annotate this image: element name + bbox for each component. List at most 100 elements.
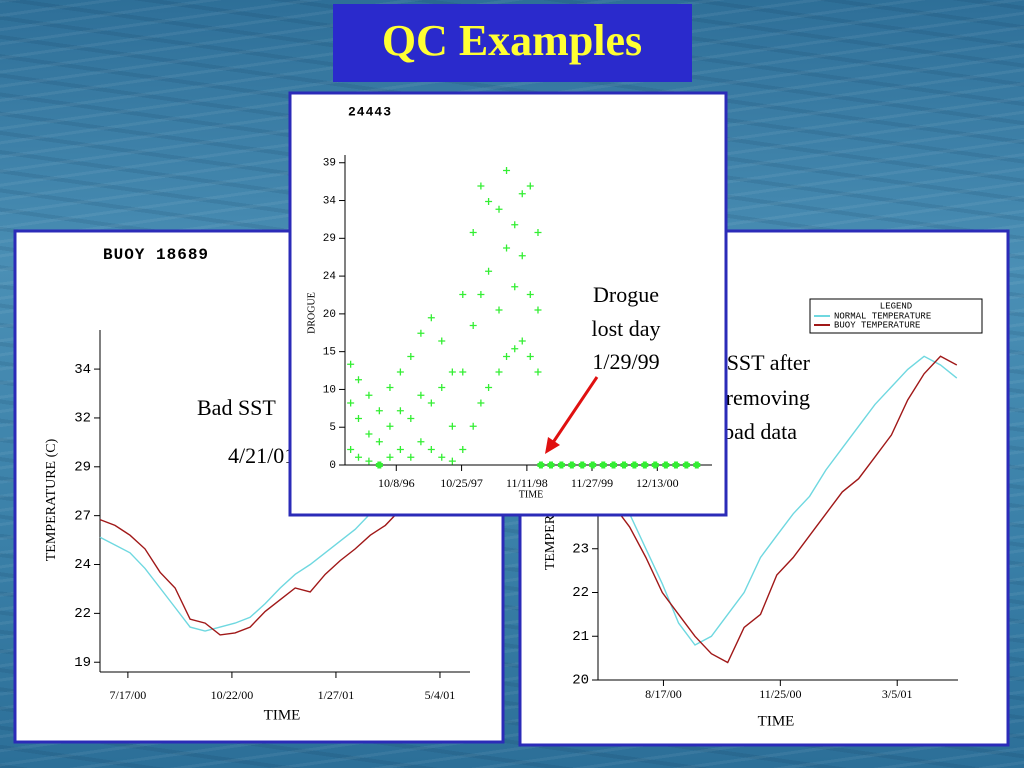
point: [417, 391, 425, 399]
annotation: 4/21/01: [228, 443, 295, 468]
y-tick-label: 22: [572, 585, 589, 601]
point: [375, 461, 383, 469]
y-tick-label: 29: [74, 460, 91, 476]
point: [407, 453, 415, 461]
point: [641, 461, 649, 469]
legend-box: [809, 298, 983, 334]
x-tick-label: 11/11/98: [506, 476, 548, 490]
point: [469, 422, 477, 430]
point: [438, 337, 446, 345]
point: [365, 457, 373, 465]
x-axis-label: TIME: [264, 707, 301, 723]
point: [438, 384, 446, 391]
point: [534, 306, 542, 314]
y-tick-label: 22: [74, 606, 91, 622]
chart-panel: [288, 91, 728, 517]
point: [355, 415, 363, 422]
point: [662, 461, 670, 469]
point: [495, 205, 503, 213]
point: [386, 453, 394, 461]
y-tick-label: 23: [572, 541, 589, 557]
annotation: bad data: [723, 419, 797, 444]
point: [459, 368, 467, 376]
point: [485, 267, 493, 275]
point: [651, 461, 659, 469]
point: [620, 461, 628, 469]
legend-label: NORMAL TEMPERATURE: [834, 311, 931, 321]
y-tick-label: 24: [323, 271, 337, 283]
point: [526, 291, 534, 298]
point: [407, 353, 415, 360]
point: [503, 244, 511, 252]
point: [477, 291, 485, 298]
point: [417, 438, 425, 446]
y-tick-label: 15: [323, 347, 336, 359]
y-tick-label: 29: [323, 233, 336, 245]
point: [347, 446, 355, 453]
point: [682, 461, 690, 469]
arrow-shaft: [550, 376, 599, 445]
point: [599, 461, 607, 469]
chart-title: BUOY 18689: [103, 246, 209, 264]
y-tick-label: 19: [74, 655, 91, 671]
y-tick-label: 34: [74, 362, 91, 378]
series-line: [612, 355, 958, 664]
point: [386, 384, 394, 391]
point: [427, 314, 435, 322]
point: [495, 306, 503, 314]
slide-title: QC Examples: [382, 16, 642, 65]
legend-title: LEGEND: [880, 301, 912, 311]
y-tick-label: 5: [329, 422, 336, 434]
point: [477, 182, 485, 190]
point: [485, 384, 493, 391]
point: [526, 182, 534, 190]
point: [448, 368, 456, 376]
point: [448, 457, 456, 465]
point: [630, 461, 638, 469]
point: [511, 283, 519, 291]
x-tick-label: 11/27/99: [571, 476, 613, 490]
chart-title: 24443: [348, 104, 392, 119]
y-tick-label: 0: [329, 460, 336, 472]
annotation: lost day: [591, 316, 660, 341]
point: [589, 461, 597, 469]
point: [407, 415, 415, 422]
point: [386, 422, 394, 430]
x-tick-label: 12/13/00: [636, 476, 679, 490]
annotation: Bad SST: [197, 395, 276, 420]
y-tick-label: 20: [323, 309, 336, 321]
x-axis-label: TIME: [519, 489, 543, 500]
title-box: [333, 4, 692, 82]
point: [347, 399, 355, 407]
point: [375, 407, 383, 415]
y-axis-label: DROGUE: [306, 292, 317, 334]
point: [511, 345, 519, 353]
x-axis-label: TIME: [758, 713, 795, 729]
annotation: removing: [726, 385, 810, 410]
y-tick-label: 27: [74, 508, 91, 524]
point: [459, 291, 467, 298]
point: [547, 461, 555, 469]
x-tick-label: 10/22/00: [211, 688, 254, 702]
point: [518, 337, 526, 345]
point: [448, 422, 456, 430]
x-tick-label: 7/17/00: [110, 688, 147, 702]
point: [526, 353, 534, 360]
point: [693, 461, 701, 469]
x-tick-label: 8/17/00: [645, 687, 682, 701]
y-tick-label: 39: [323, 158, 336, 170]
point: [375, 438, 383, 446]
y-tick-label: 10: [323, 384, 336, 396]
point: [495, 368, 503, 376]
point: [503, 167, 511, 174]
point: [396, 407, 404, 415]
point: [610, 461, 618, 469]
point: [459, 446, 467, 453]
point: [534, 368, 542, 376]
x-tick-label: 5/4/01: [425, 688, 456, 702]
annotation: Drogue: [593, 282, 659, 307]
point: [537, 461, 545, 469]
x-tick-label: 1/27/01: [318, 688, 355, 702]
